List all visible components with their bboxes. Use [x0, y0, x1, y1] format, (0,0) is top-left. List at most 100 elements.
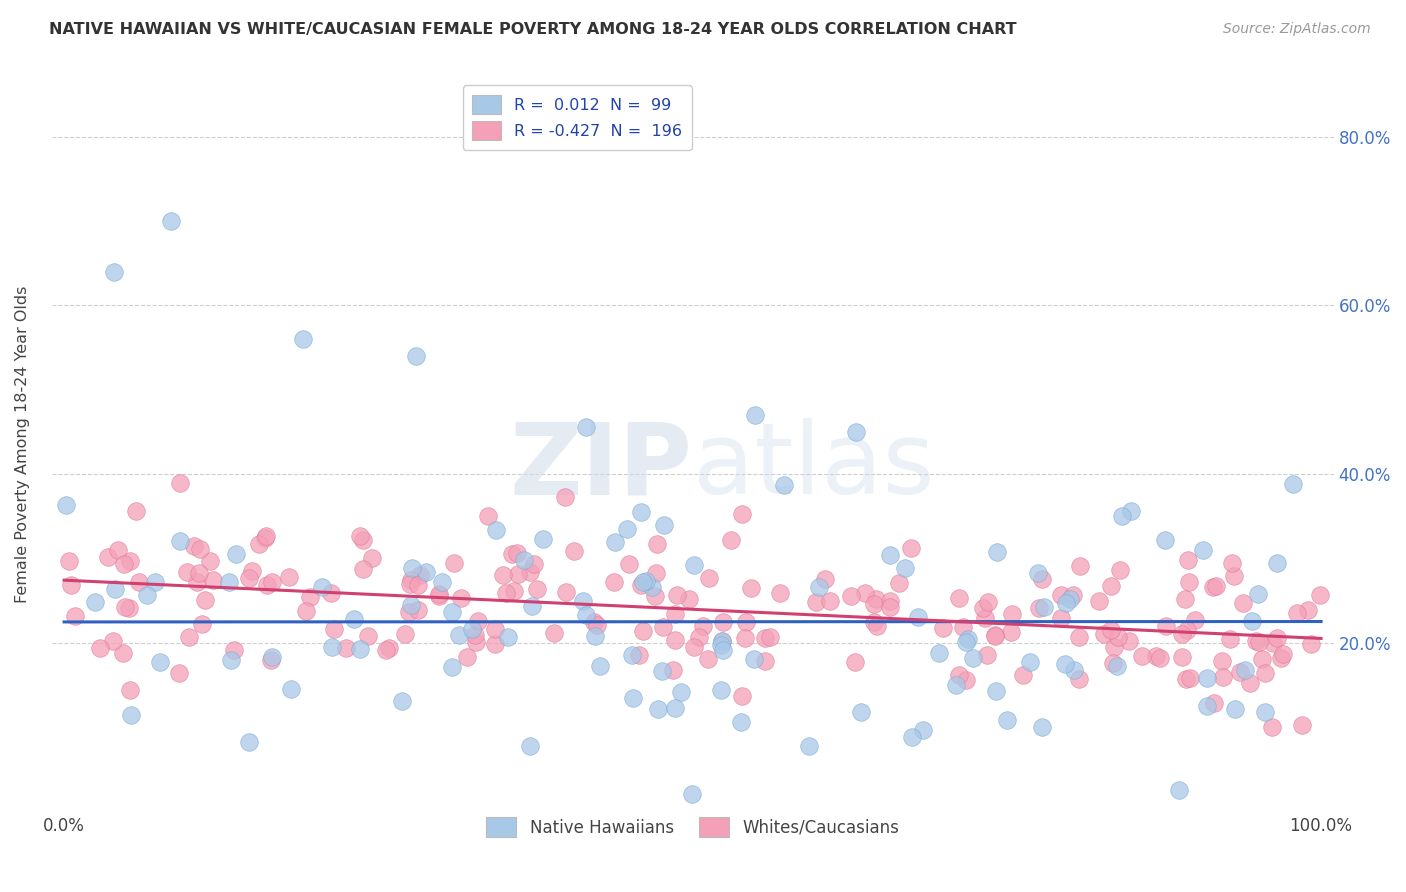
Point [664, 633, 686, 648]
Point [143, 574, 166, 589]
Point [1250, 652, 1272, 666]
Point [682, 640, 704, 654]
Point [619, 557, 641, 571]
Point [441, 606, 464, 620]
Point [254, 531, 277, 545]
Point [465, 635, 488, 649]
Point [731, 507, 754, 521]
Point [1239, 676, 1261, 690]
Point [740, 581, 762, 595]
Point [149, 655, 172, 669]
Point [349, 642, 371, 657]
Point [89, 641, 111, 656]
Point [1031, 572, 1053, 586]
Point [851, 705, 873, 719]
Point [254, 529, 277, 543]
Point [496, 630, 519, 644]
Point [501, 547, 523, 561]
Point [1146, 648, 1168, 663]
Point [104, 582, 127, 596]
Point [651, 664, 673, 678]
Point [495, 585, 517, 599]
Point [361, 551, 384, 566]
Point [522, 599, 544, 614]
Point [218, 575, 240, 590]
Point [1154, 619, 1177, 633]
Point [562, 544, 585, 558]
Point [357, 630, 380, 644]
Point [952, 620, 974, 634]
Point [984, 627, 1007, 641]
Point [398, 577, 420, 591]
Point [839, 589, 862, 603]
Point [572, 593, 595, 607]
Point [911, 723, 934, 738]
Point [238, 734, 260, 748]
Point [406, 577, 429, 591]
Point [543, 626, 565, 640]
Point [221, 653, 243, 667]
Point [1244, 633, 1267, 648]
Point [621, 648, 644, 663]
Point [554, 491, 576, 505]
Point [128, 575, 150, 590]
Point [508, 567, 530, 582]
Point [1054, 596, 1077, 610]
Point [678, 592, 700, 607]
Point [262, 650, 284, 665]
Point [845, 425, 868, 439]
Point [1019, 656, 1042, 670]
Point [669, 685, 692, 699]
Point [1229, 665, 1251, 679]
Point [249, 537, 271, 551]
Point [519, 565, 541, 579]
Point [636, 574, 658, 588]
Point [299, 590, 322, 604]
Point [742, 652, 765, 666]
Point [1219, 632, 1241, 647]
Point [225, 547, 247, 561]
Point [120, 682, 142, 697]
Point [160, 214, 183, 228]
Y-axis label: Female Poverty Among 18-24 Year Olds: Female Poverty Among 18-24 Year Olds [15, 286, 30, 603]
Point [188, 541, 211, 556]
Point [319, 586, 342, 600]
Point [1118, 634, 1140, 648]
Point [692, 619, 714, 633]
Point [744, 408, 766, 422]
Point [136, 588, 159, 602]
Point [1067, 630, 1090, 644]
Point [628, 648, 651, 662]
Point [1254, 665, 1277, 680]
Point [240, 564, 263, 578]
Point [1170, 627, 1192, 641]
Text: NATIVE HAWAIIAN VS WHITE/CAUCASIAN FEMALE POVERTY AMONG 18-24 YEAR OLDS CORRELAT: NATIVE HAWAIIAN VS WHITE/CAUCASIAN FEMAL… [49, 22, 1017, 37]
Point [697, 652, 720, 666]
Point [1195, 671, 1218, 685]
Point [1099, 579, 1122, 593]
Point [735, 615, 758, 629]
Point [900, 541, 922, 556]
Point [1271, 647, 1294, 661]
Point [645, 566, 668, 580]
Point [889, 575, 911, 590]
Point [352, 562, 374, 576]
Point [630, 505, 652, 519]
Point [112, 557, 135, 571]
Point [1104, 640, 1126, 655]
Point [879, 600, 901, 615]
Point [1286, 606, 1309, 620]
Point [1204, 696, 1226, 710]
Point [1033, 600, 1056, 615]
Point [605, 535, 627, 549]
Point [1240, 615, 1263, 629]
Point [1175, 624, 1198, 638]
Point [688, 631, 710, 645]
Point [662, 663, 685, 677]
Point [401, 560, 423, 574]
Point [429, 586, 451, 600]
Point [1233, 663, 1256, 677]
Point [945, 677, 967, 691]
Point [202, 573, 225, 587]
Point [1220, 556, 1243, 570]
